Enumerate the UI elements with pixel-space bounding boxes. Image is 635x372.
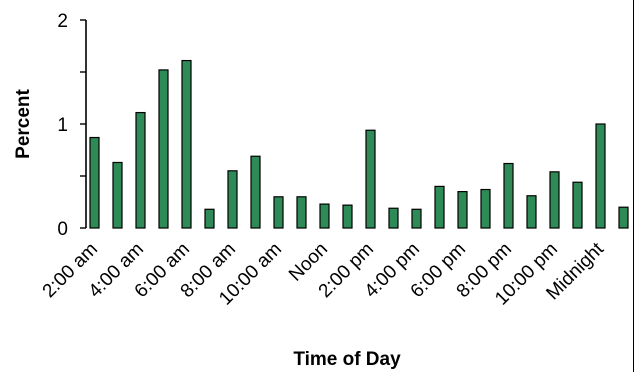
bar	[112, 161, 123, 229]
bar	[89, 136, 100, 229]
bar	[342, 204, 353, 229]
y-tick-label: 1	[57, 115, 68, 136]
bar	[549, 171, 560, 229]
bar	[181, 59, 192, 229]
y-axis: 0 1 2	[57, 11, 87, 240]
bar	[250, 155, 261, 229]
bar	[296, 196, 307, 229]
bar	[434, 185, 445, 229]
bar	[572, 181, 583, 229]
x-axis-title: Time of Day	[293, 349, 401, 370]
bar	[411, 208, 422, 229]
bar	[503, 162, 514, 229]
y-tick-label: 2	[57, 11, 68, 32]
bar	[365, 129, 376, 229]
bar	[457, 191, 468, 229]
y-tick-label: 0	[57, 219, 68, 240]
y-axis-title: Percent	[13, 88, 34, 158]
bar	[388, 207, 399, 229]
bar	[158, 69, 169, 229]
bar	[319, 203, 330, 229]
bar	[480, 188, 491, 229]
bar	[204, 208, 215, 229]
bar	[618, 206, 629, 229]
chart-frame-border	[633, 0, 634, 372]
bar	[135, 111, 146, 229]
bar	[227, 170, 238, 229]
bar	[273, 196, 284, 229]
bars	[89, 59, 629, 229]
bar	[526, 195, 537, 229]
bar	[595, 123, 606, 229]
